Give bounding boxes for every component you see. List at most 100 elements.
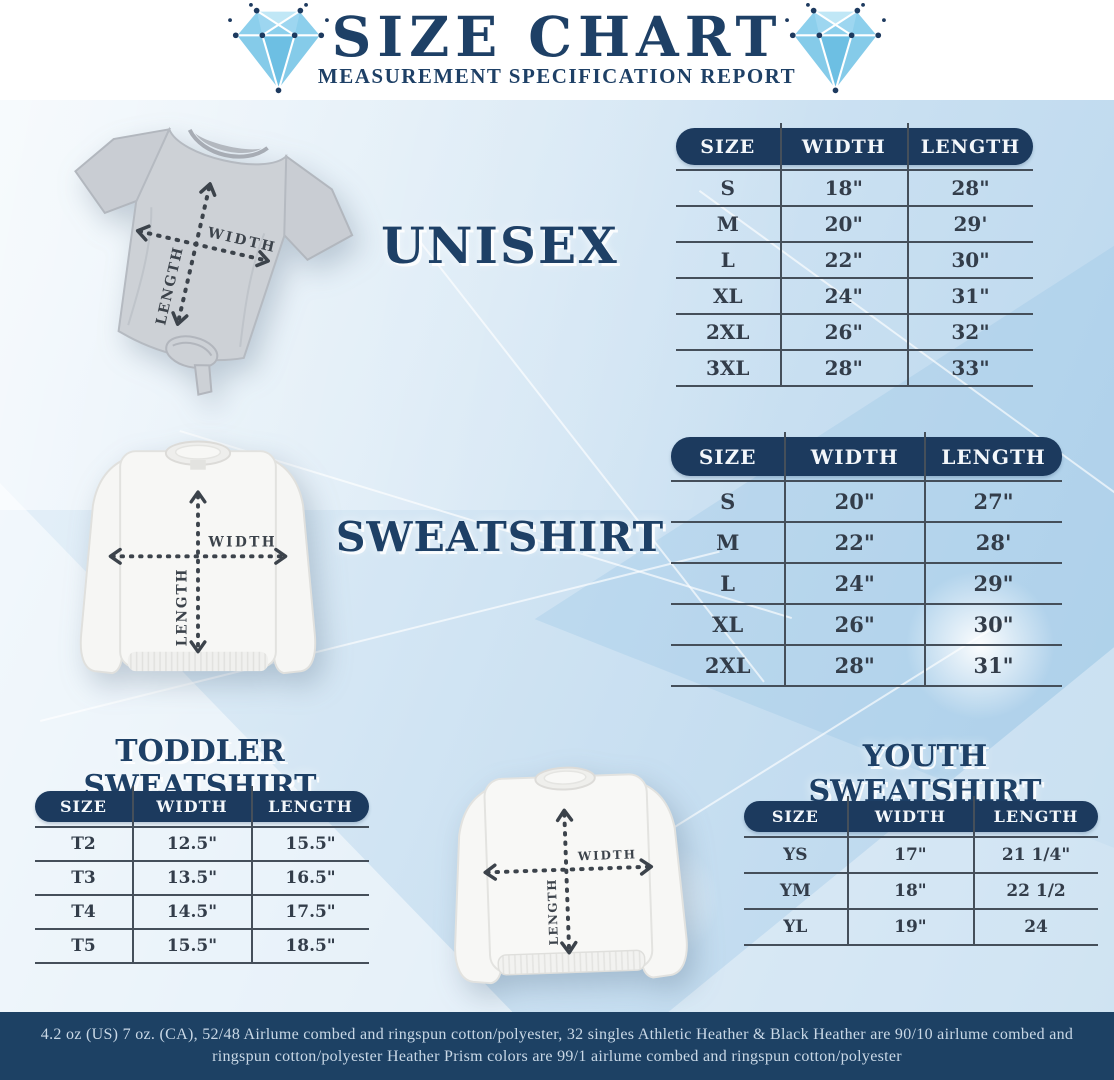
column-header-length: LENGTH	[993, 807, 1079, 826]
length-cell: 31"	[951, 284, 990, 308]
table-row: T2 12.5" 15.5"	[35, 828, 369, 862]
width-label: WIDTH	[207, 535, 277, 551]
size-cell: S	[720, 489, 736, 514]
length-cell: 18.5"	[285, 936, 336, 956]
table-row: S 20" 27"	[671, 482, 1062, 523]
length-cell: 31"	[973, 653, 1014, 678]
header: SIZE CHART MEASUREMENT SPECIFICATION REP…	[0, 0, 1114, 100]
table-row: YM 18" 22 1/2	[744, 874, 1098, 910]
table-header: SIZE WIDTH LENGTH	[744, 801, 1098, 832]
measurement-cross	[137, 185, 269, 323]
width-cell: 26"	[834, 612, 875, 637]
table-divider	[131, 786, 134, 964]
size-cell: 3XL	[706, 356, 750, 380]
column-header-length: LENGTH	[941, 444, 1046, 469]
youth-size-table: SIZE WIDTH LENGTH YS 17" 21 1/4" YM 18" …	[744, 796, 1098, 946]
footer: 4.2 oz (US) 7 oz. (CA), 52/48 Airlume co…	[0, 1012, 1114, 1080]
column-header-width: WIDTH	[810, 444, 899, 469]
table-row: M 22" 28'	[671, 523, 1062, 564]
width-cell: 20"	[834, 489, 875, 514]
length-cell: 27"	[973, 489, 1014, 514]
section-title-youth-sweatshirt: YOUTH SWEATSHIRT	[808, 739, 1042, 809]
column-header-width: WIDTH	[874, 807, 947, 826]
size-cell: YS	[783, 845, 808, 865]
length-cell: 29"	[973, 571, 1014, 596]
fabric-spec-line-1: 4.2 oz (US) 7 oz. (CA), 52/48 Airlume co…	[40, 1026, 1074, 1043]
table-divider	[784, 432, 787, 687]
width-cell: 26"	[824, 320, 863, 344]
width-cell: 22"	[824, 248, 863, 272]
size-cell: XL	[712, 284, 743, 308]
width-cell: 28"	[824, 356, 863, 380]
length-cell: 30"	[973, 612, 1014, 637]
table-row: L 22" 30"	[676, 243, 1033, 279]
table-divider	[906, 123, 909, 387]
length-cell: 32"	[951, 320, 990, 344]
table-divider	[923, 432, 926, 687]
width-cell: 18"	[894, 881, 927, 901]
table-row: XL 26" 30"	[671, 605, 1062, 646]
tshirt-image: WIDTH LENGTH	[74, 126, 354, 396]
kid-sweatshirt-image: WIDTH LENGTH	[454, 766, 688, 985]
length-cell: 22 1/2	[1006, 881, 1066, 901]
length-cell: 28"	[951, 176, 990, 200]
width-cell: 12.5"	[166, 834, 218, 854]
width-cell: 15.5"	[166, 936, 218, 956]
column-header-size: SIZE	[700, 135, 756, 158]
length-cell: 28'	[975, 530, 1012, 555]
diamond-icon	[228, 3, 329, 94]
length-cell: 21 1/4"	[1001, 845, 1071, 865]
size-cell: 2XL	[704, 653, 751, 678]
size-cell: YL	[783, 917, 808, 937]
width-cell: 17"	[894, 845, 927, 865]
table-row: XL 24" 31"	[676, 279, 1033, 315]
size-cell: L	[720, 571, 736, 596]
length-cell: 15.5"	[285, 834, 336, 854]
table-row: S 18" 28"	[676, 171, 1033, 207]
table-row: 3XL 28" 33"	[676, 351, 1033, 387]
fabric-spec-line-2: ringspun cotton/polyester Heather Prism …	[212, 1048, 902, 1065]
measurement-cross	[110, 494, 286, 650]
table-row: M 20" 29'	[676, 207, 1033, 243]
size-cell: 2XL	[706, 320, 750, 344]
table-row: T5 15.5" 18.5"	[35, 930, 369, 964]
table-divider	[250, 786, 253, 964]
size-cell: T3	[71, 868, 96, 888]
width-cell: 24"	[824, 284, 863, 308]
width-cell: 19"	[894, 917, 927, 937]
section-title-unisex: UNISEX	[381, 216, 619, 275]
table-row: 2XL 28" 31"	[671, 646, 1062, 687]
length-cell: 29'	[953, 212, 988, 236]
length-cell: 30"	[951, 248, 990, 272]
column-header-size: SIZE	[771, 807, 819, 826]
page-subtitle: MEASUREMENT SPECIFICATION REPORT	[317, 64, 797, 88]
length-cell: 17.5"	[285, 902, 336, 922]
table-divider	[779, 123, 782, 387]
table-header: SIZE WIDTH LENGTH	[35, 791, 369, 822]
width-cell: 24"	[834, 571, 875, 596]
column-header-width: WIDTH	[801, 135, 886, 158]
length-cell: 33"	[951, 356, 990, 380]
page-title: SIZE CHART	[331, 4, 783, 69]
sweatshirt-image: WIDTH LENGTH	[79, 440, 317, 675]
length-label: LENGTH	[174, 568, 190, 647]
length-label: LENGTH	[545, 878, 561, 946]
size-cell: M	[716, 212, 739, 236]
size-cell: S	[720, 176, 735, 200]
size-cell: YM	[779, 881, 811, 901]
table-divider	[972, 796, 975, 946]
width-label: WIDTH	[577, 847, 638, 863]
size-cell: T5	[71, 936, 96, 956]
table-header: SIZE WIDTH LENGTH	[676, 128, 1033, 165]
sweatshirt-size-table: SIZE WIDTH LENGTH S 20" 27" M 22" 28' L …	[671, 432, 1062, 687]
column-header-width: WIDTH	[156, 797, 228, 816]
table-body: S 20" 27" M 22" 28' L 24" 29" XL 26" 30"…	[671, 480, 1062, 687]
toddler-size-table: SIZE WIDTH LENGTH T2 12.5" 15.5" T3 13.5…	[35, 786, 369, 964]
table-row: 2XL 26" 32"	[676, 315, 1033, 351]
width-cell: 28"	[834, 653, 875, 678]
column-header-length: LENGTH	[920, 135, 1021, 158]
table-row: YS 17" 21 1/4"	[744, 838, 1098, 874]
table-row: T3 13.5" 16.5"	[35, 862, 369, 896]
size-cell: T4	[71, 902, 96, 922]
length-cell: 16.5"	[285, 868, 336, 888]
